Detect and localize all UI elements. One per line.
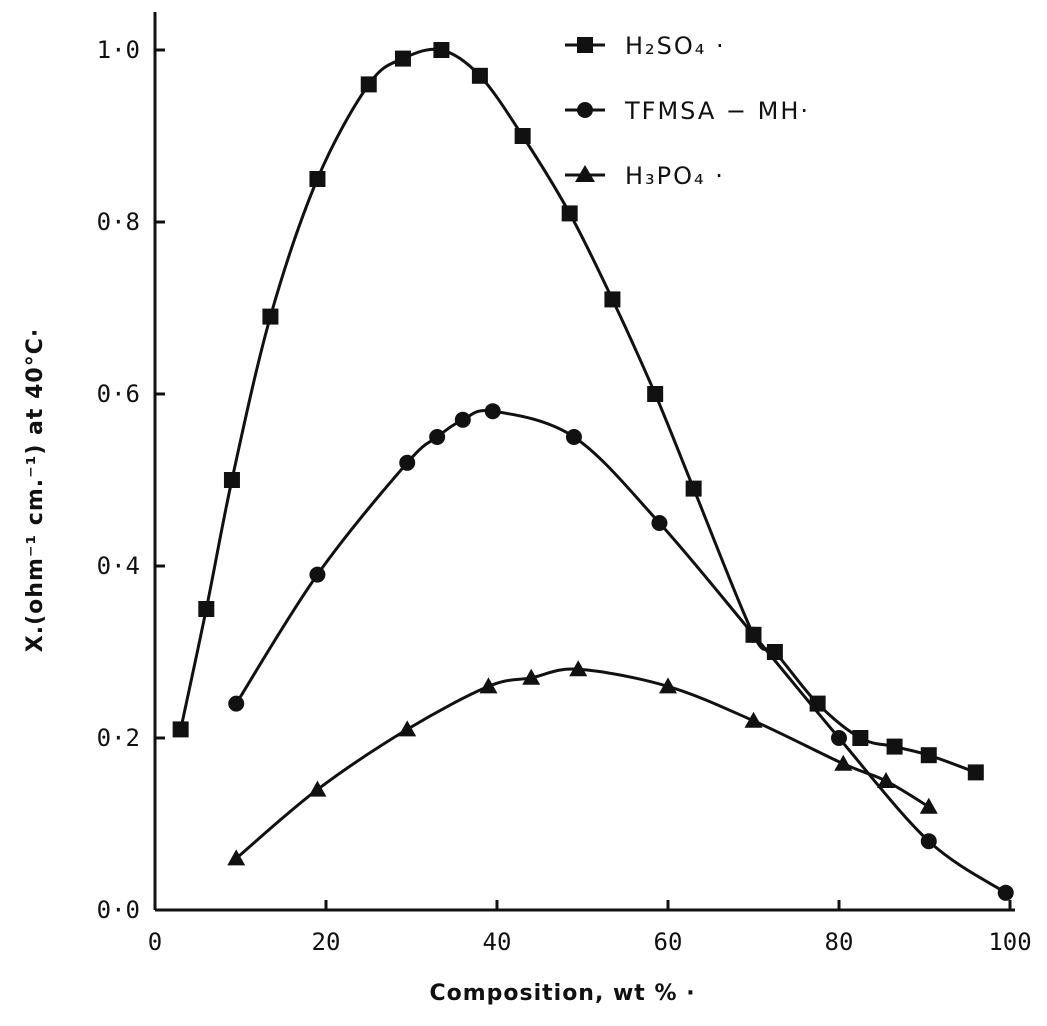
- data-point-square: [433, 42, 450, 58]
- data-point-triangle: [522, 668, 541, 685]
- data-point-circle: [831, 730, 847, 746]
- data-point-circle: [745, 626, 762, 643]
- data-point-square: [809, 695, 826, 712]
- data-point-triangle: [479, 677, 498, 694]
- data-point-square: [198, 601, 215, 617]
- y-tick-label: 0·4: [97, 552, 140, 580]
- x-tick-label: 100: [988, 928, 1031, 956]
- data-point-triangle: [569, 660, 588, 677]
- data-point-square: [394, 50, 411, 67]
- legend-label-tfmsa-mh: TFMSA − MH·: [624, 97, 810, 125]
- legend-triangle-marker: [575, 165, 595, 182]
- series-line-circle: [234, 409, 1007, 895]
- data-point-square: [172, 721, 189, 738]
- x-tick-label: 0: [148, 928, 162, 956]
- data-point-triangle: [919, 797, 938, 814]
- data-point-square: [647, 386, 664, 402]
- legend-entry-tfmsa-mh: TFMSA − MH·: [565, 97, 810, 125]
- data-point-square: [967, 764, 984, 781]
- data-point-square: [471, 67, 488, 84]
- data-point-triangle: [834, 754, 853, 771]
- data-point-square: [514, 128, 531, 144]
- ticks: 0 20 40 60 80 100 0·0 0·2 0·4 0·6 0·8 1·0: [97, 36, 1032, 956]
- data-point-triangle: [877, 772, 896, 788]
- y-tick-label: 0·6: [97, 380, 140, 408]
- data-point-triangle: [398, 720, 417, 737]
- legend-square-marker: [577, 37, 593, 53]
- data-point-circle: [565, 429, 582, 445]
- data-point-square: [852, 730, 869, 746]
- data-point-square: [262, 308, 279, 325]
- x-axis-title: Composition, wt % ·: [429, 981, 695, 1006]
- y-tick-label: 1·0: [97, 36, 140, 64]
- data-point-circle: [429, 429, 446, 445]
- data-point-square: [360, 76, 377, 93]
- data-point-triangle: [744, 711, 763, 728]
- y-tick-label: 0·2: [97, 724, 140, 752]
- data-point-square: [920, 747, 937, 764]
- axes: [153, 12, 1015, 912]
- data-point-triangle: [308, 780, 327, 797]
- legend-entry-h2so4: H₂SO₄ ·: [565, 32, 726, 60]
- legend-label-h2so4: H₂SO₄ ·: [625, 32, 726, 60]
- data-point-circle: [228, 695, 245, 712]
- data-point-circle: [484, 403, 501, 420]
- legend-label-h3po4: H₃PO₄ ·: [625, 162, 725, 190]
- y-tick-label: 0·0: [97, 896, 140, 924]
- data-point-square: [766, 644, 783, 660]
- data-point-square: [223, 472, 240, 488]
- series-markers: [172, 42, 1014, 901]
- data-point-circle: [920, 833, 937, 850]
- data-point-circle: [651, 515, 668, 531]
- data-point-square: [309, 171, 326, 187]
- x-tick-label: 80: [825, 928, 854, 956]
- data-point-square: [886, 738, 903, 755]
- data-point-triangle: [227, 849, 246, 866]
- x-tick-label: 40: [483, 928, 512, 956]
- legend-circle-marker: [577, 102, 593, 118]
- data-point-square: [685, 480, 702, 497]
- y-axis-title: X.(ohm⁻¹ cm.⁻¹) at 40°C·: [23, 328, 48, 652]
- data-point-circle: [454, 411, 471, 428]
- data-point-square: [604, 291, 621, 308]
- legend: H₂SO₄ · TFMSA − MH· H₃PO₄ ·: [565, 32, 810, 190]
- x-tick-label: 20: [312, 928, 341, 956]
- legend-entry-h3po4: H₃PO₄ ·: [565, 162, 725, 190]
- data-point-square: [561, 205, 578, 222]
- y-tick-label: 0·8: [97, 208, 140, 236]
- data-point-triangle: [659, 677, 677, 694]
- data-point-circle: [309, 566, 326, 583]
- data-point-circle: [399, 454, 416, 471]
- data-point-circle: [997, 884, 1014, 901]
- x-tick-label: 60: [654, 928, 683, 956]
